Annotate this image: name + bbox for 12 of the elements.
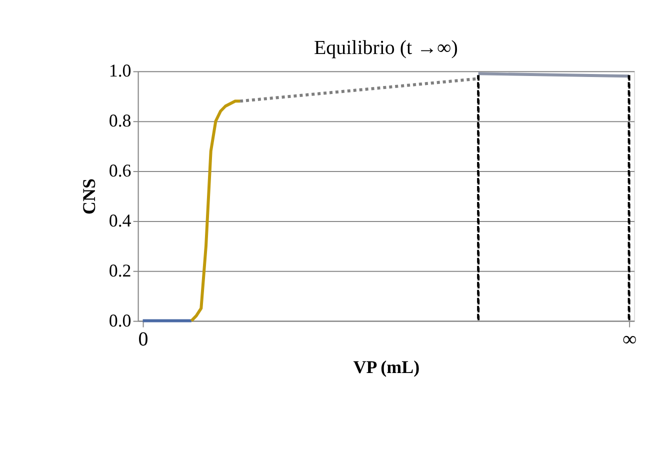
x-tick-label: 0 bbox=[138, 328, 148, 350]
y-tick-label: 0.6 bbox=[108, 160, 132, 181]
y-tick-label: 1.0 bbox=[108, 60, 132, 81]
y-axis-title: CNS bbox=[78, 178, 99, 214]
x-tick-label: ∞ bbox=[622, 328, 637, 350]
y-tick-label: 0.0 bbox=[108, 310, 132, 330]
y-tick-label: 0.4 bbox=[108, 210, 132, 230]
y-tick-label: 0.2 bbox=[108, 260, 132, 280]
line-series bbox=[190, 100, 242, 322]
y-tick-label: 0.8 bbox=[108, 110, 132, 131]
x-axis-title: VP (mL) bbox=[353, 357, 420, 378]
chart-title: Equilibrio (t →∞) bbox=[314, 37, 458, 60]
